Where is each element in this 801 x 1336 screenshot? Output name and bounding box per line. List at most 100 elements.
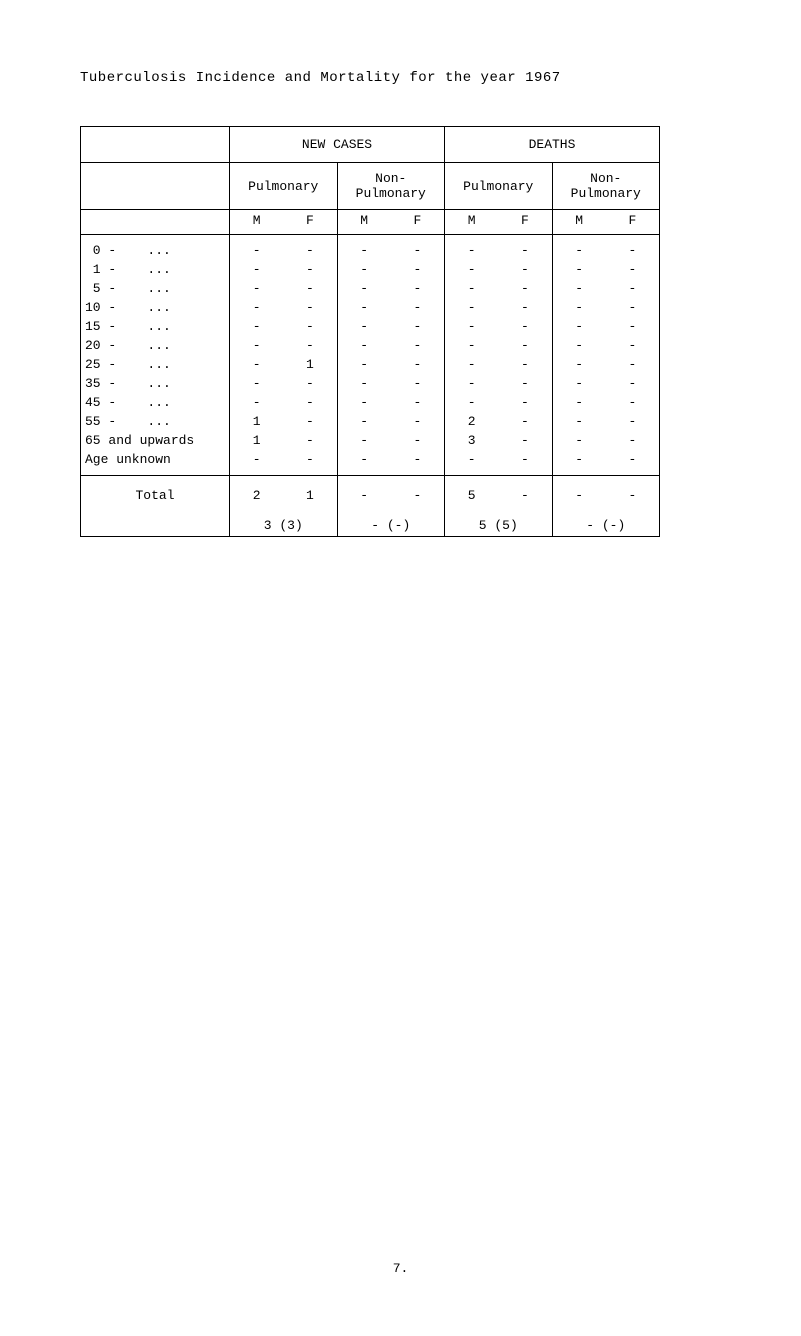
cell-d-np-f: - [606,260,660,279]
row-label: 0 - ... [81,241,230,260]
cell-d-np-f: - [606,374,660,393]
total-d-np-m: - [552,476,606,516]
total-nc-np-combined: - (-) [337,515,445,537]
cell-d-np-m: - [552,241,606,260]
cell-nc-np-f: - [391,431,445,450]
total-d-p-m: 5 [445,476,499,516]
cell-d-p-m: - [445,355,499,374]
cell-d-p-f: - [498,412,552,431]
cell-d-p-f: - [498,431,552,450]
cell-d-np-m: - [552,431,606,450]
cell-nc-p-m: - [230,298,284,317]
cell-nc-np-f: - [391,298,445,317]
cell-nc-p-f: 1 [283,355,337,374]
total-nc-p-f: 1 [283,476,337,516]
header-new-cases: NEW CASES [230,127,445,163]
cell-d-p-m: - [445,450,499,469]
cell-nc-p-f: - [283,279,337,298]
cell-nc-p-f: - [283,298,337,317]
cell-d-np-m: - [552,260,606,279]
total-d-np-f: - [606,476,660,516]
cell-nc-np-m: - [337,431,391,450]
header-d-pulmonary: Pulmonary [445,163,553,210]
cell-d-p-m: - [445,317,499,336]
cell-d-p-m: - [445,374,499,393]
header-m: M [445,210,499,235]
cell-d-p-f: - [498,336,552,355]
cell-d-np-f: - [606,393,660,412]
table-row: 0 - ... - - - - - - - - [81,241,660,260]
cell-d-p-f: - [498,317,552,336]
cell-d-p-f: - [498,279,552,298]
cell-nc-np-m: - [337,298,391,317]
cell-d-p-m: - [445,260,499,279]
cell-nc-np-m: - [337,393,391,412]
cell-d-p-f: - [498,393,552,412]
cell-nc-p-f: - [283,317,337,336]
cell-d-p-f: - [498,355,552,374]
cell-d-p-m: - [445,298,499,317]
table-row: 15 - ... - - - - - - - - [81,317,660,336]
cell-nc-p-m: - [230,241,284,260]
row-label: Age unknown [81,450,230,469]
header-deaths: DEATHS [445,127,660,163]
cell-d-p-f: - [498,298,552,317]
cell-nc-p-m: - [230,260,284,279]
table-row: 25 - ... - 1 - - - - - - [81,355,660,374]
cell-nc-p-f: - [283,260,337,279]
cell-nc-np-f: - [391,336,445,355]
cell-d-p-m: 2 [445,412,499,431]
cell-nc-np-f: - [391,450,445,469]
cell-d-p-m: - [445,241,499,260]
table-row: 5 - ... - - - - - - - - [81,279,660,298]
table-row: Age unknown - - - - - - - - [81,450,660,469]
row-label: 45 - ... [81,393,230,412]
cell-nc-p-m: 1 [230,412,284,431]
cell-d-p-m: - [445,279,499,298]
cell-nc-p-f: - [283,431,337,450]
cell-nc-p-f: - [283,393,337,412]
cell-nc-np-f: - [391,317,445,336]
header-f: F [498,210,552,235]
total-nc-np-m: - [337,476,391,516]
header-m: M [337,210,391,235]
header-nc-pulmonary: Pulmonary [230,163,338,210]
cell-nc-p-m: - [230,317,284,336]
header-f: F [283,210,337,235]
row-label: 20 - ... [81,336,230,355]
cell-d-np-f: - [606,241,660,260]
table-row: 45 - ... - - - - - - - - [81,393,660,412]
cell-d-np-m: - [552,298,606,317]
total-label: Total [81,476,230,516]
cell-nc-p-m: - [230,374,284,393]
row-label: 1 - ... [81,260,230,279]
cell-nc-np-f: - [391,393,445,412]
total-nc-np-f: - [391,476,445,516]
header-f: F [606,210,660,235]
table-row: 65 and upwards 1 - - - 3 - - - [81,431,660,450]
table-row: 55 - ... 1 - - - 2 - - - [81,412,660,431]
cell-d-p-m: 3 [445,431,499,450]
cell-nc-np-m: - [337,317,391,336]
cell-d-np-m: - [552,336,606,355]
cell-d-np-f: - [606,279,660,298]
header-m: M [230,210,284,235]
row-label: 65 and upwards [81,431,230,450]
row-label: 15 - ... [81,317,230,336]
header-m: M [552,210,606,235]
cell-nc-p-f: - [283,412,337,431]
cell-nc-np-m: - [337,450,391,469]
row-label: 25 - ... [81,355,230,374]
cell-nc-np-m: - [337,355,391,374]
table-row: 1 - ... - - - - - - - - [81,260,660,279]
page-number: 7. [0,1261,801,1276]
cell-nc-p-f: - [283,241,337,260]
cell-d-np-m: - [552,279,606,298]
header-d-non-pulmonary: Non- Pulmonary [552,163,660,210]
cell-d-np-f: - [606,355,660,374]
cell-nc-p-m: - [230,336,284,355]
cell-d-p-f: - [498,374,552,393]
cell-nc-p-m: - [230,355,284,374]
cell-d-np-m: - [552,374,606,393]
cell-d-np-f: - [606,412,660,431]
